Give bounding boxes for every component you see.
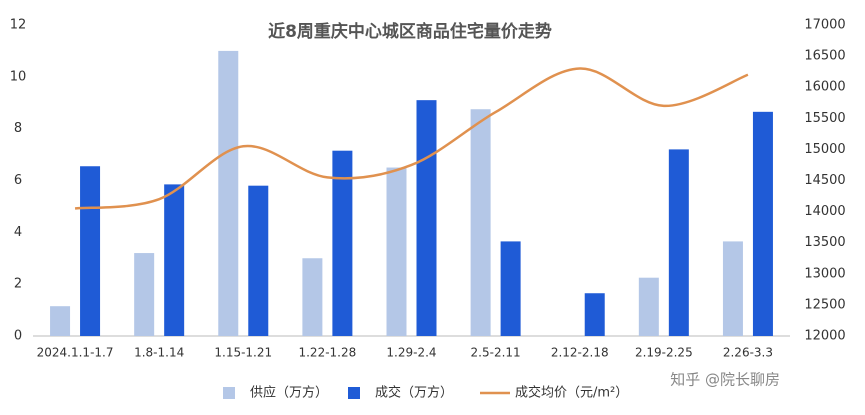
- bar: [668, 149, 689, 336]
- y-tick-label: 12: [10, 18, 27, 33]
- y2-tick-label: 16000: [804, 80, 845, 95]
- bar: [248, 185, 269, 336]
- y2-tick-label: 15500: [804, 111, 845, 126]
- legend-swatch: [348, 387, 360, 399]
- x-tick-label: 1.8-1.14: [134, 346, 184, 360]
- bar: [164, 184, 185, 336]
- y2-tick-label: 12000: [804, 329, 845, 344]
- legend-swatch: [223, 387, 235, 399]
- y-tick-label: 4: [14, 225, 22, 240]
- y-tick-label: 6: [14, 173, 22, 188]
- bar: [752, 111, 773, 336]
- x-tick-label: 2.19-2.25: [635, 346, 693, 360]
- bar: [638, 277, 659, 336]
- legend-label: 供应（万方）: [250, 385, 328, 401]
- legend-label: 成交均价（元/m²）: [515, 385, 628, 401]
- y2-tick-label: 14000: [804, 204, 845, 219]
- bar: [302, 258, 323, 336]
- x-tick-label: 1.29-2.4: [386, 346, 436, 360]
- y-tick-label: 0: [14, 329, 22, 344]
- bar: [218, 50, 239, 337]
- bar: [416, 100, 437, 337]
- x-tick-label: 2.26-3.3: [723, 346, 773, 360]
- y2-tick-label: 15000: [804, 142, 845, 157]
- legend-label: 成交（万方）: [375, 385, 453, 401]
- x-tick-label: 1.15-1.21: [214, 346, 272, 360]
- bar: [470, 109, 491, 337]
- bar: [500, 241, 521, 336]
- bar: [722, 241, 743, 336]
- x-tick-label: 1.22-1.28: [298, 346, 356, 360]
- y2-tick-label: 13500: [804, 235, 845, 250]
- y-tick-label: 10: [10, 69, 27, 84]
- x-tick-label: 2.5-2.11: [471, 346, 521, 360]
- chart-title: 近8周重庆中心城区商品住宅量价走势: [268, 21, 552, 42]
- bar: [332, 150, 353, 336]
- x-tick-label: 2024.1.1-1.7: [37, 346, 114, 360]
- y2-tick-label: 14500: [804, 173, 845, 188]
- x-tick-label: 2.12-2.18: [551, 346, 609, 360]
- y2-tick-label: 17000: [804, 18, 845, 33]
- line: [74, 67, 749, 210]
- bar: [50, 306, 71, 336]
- watermark: 知乎 @院长聊房: [670, 371, 780, 389]
- y2-tick-label: 12500: [804, 297, 845, 312]
- bar: [386, 167, 407, 336]
- bar: [584, 293, 605, 336]
- y-tick-label: 8: [14, 121, 22, 136]
- y2-tick-label: 13000: [804, 266, 845, 281]
- bar: [134, 253, 155, 336]
- y2-tick-label: 16500: [804, 49, 845, 64]
- y-tick-label: 2: [14, 277, 22, 292]
- bar: [80, 166, 101, 336]
